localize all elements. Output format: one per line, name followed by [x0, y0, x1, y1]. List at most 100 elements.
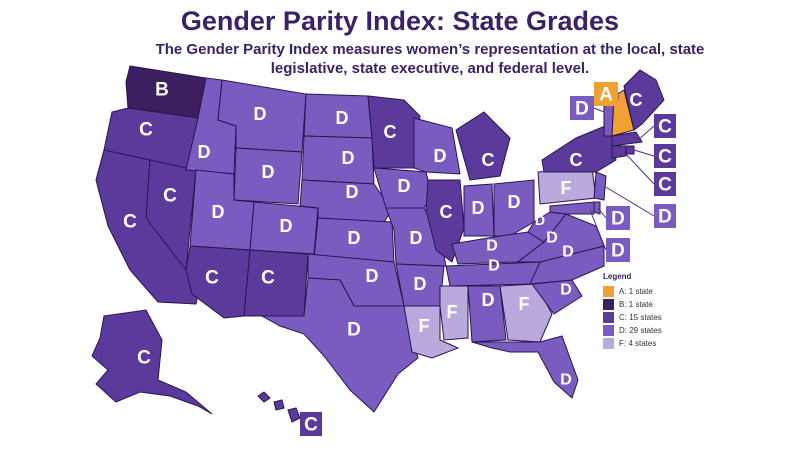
state-wyoming — [233, 147, 303, 205]
grade-label-louisiana: F — [419, 316, 430, 336]
callout-line-vermont — [593, 107, 605, 113]
label-box-massachusetts — [654, 114, 676, 138]
callout-line-new-jersey — [603, 185, 655, 217]
grade-label-south-carolina: D — [560, 282, 572, 299]
state-south-dakota — [301, 135, 375, 185]
state-alaska — [91, 309, 213, 415]
grade-label-pennsylvania: F — [561, 178, 572, 198]
label-box-maryland — [606, 238, 630, 262]
legend-label: F: 4 states — [619, 339, 657, 348]
grade-label-south-dakota: D — [342, 148, 355, 168]
grade-label-montana: D — [254, 104, 267, 124]
grade-label-texas: D — [347, 320, 361, 341]
state-new-york — [541, 123, 617, 173]
legend-item-f: F: 4 states — [603, 337, 723, 350]
callout-line-delaware — [597, 207, 607, 219]
grade-label-kentucky: D — [486, 238, 498, 255]
legend-label: C: 15 states — [619, 313, 662, 322]
state-rhode-island — [625, 145, 635, 155]
state-alabama — [467, 285, 507, 343]
map-title: Gender Parity Index: State Grades — [180, 6, 620, 36]
state-delaware — [593, 201, 601, 215]
grade-label-maryland: D — [611, 241, 625, 262]
grade-label-west-virginia: D — [535, 212, 545, 228]
grade-label-washington: B — [155, 80, 169, 101]
state-massachusetts — [611, 131, 643, 147]
legend-swatch — [603, 338, 614, 349]
label-box-rhode-island — [654, 144, 676, 168]
state-new-mexico — [243, 249, 309, 317]
state-texas — [260, 277, 419, 413]
callout-line-maryland — [589, 209, 607, 251]
grade-label-california: C — [123, 212, 137, 233]
legend-title: Legend — [603, 272, 632, 281]
grade-label-indiana: D — [472, 198, 485, 218]
label-box-hawaii — [300, 412, 322, 436]
grade-label-minnesota: C — [384, 122, 397, 142]
callout-line-rhode-island — [633, 149, 655, 157]
state-ohio — [493, 179, 535, 237]
legend-item-b: B: 1 state — [603, 298, 723, 311]
legend-swatch — [603, 286, 614, 297]
grade-label-wyoming: D — [262, 162, 275, 182]
state-maryland — [549, 201, 595, 215]
grade-label-nevada: C — [163, 186, 177, 207]
callout-line-connecticut — [623, 151, 655, 185]
label-box-new-jersey — [654, 204, 676, 228]
label-box-connecticut — [654, 172, 676, 196]
legend-item-c: C: 15 states — [603, 311, 723, 324]
grade-label-iowa: D — [398, 176, 411, 196]
grade-label-oklahoma: D — [366, 266, 379, 286]
legend-swatch — [603, 299, 614, 310]
grade-label-north-carolina: D — [562, 244, 574, 261]
grade-label-arkansas: D — [414, 274, 427, 294]
state-florida — [471, 335, 579, 399]
grade-label-wisconsin: D — [434, 146, 447, 166]
grade-label-alabama: D — [482, 290, 495, 310]
grade-label-maine: C — [630, 90, 643, 110]
grade-label-ohio: D — [508, 192, 521, 212]
legend-item-d: D: 29 states — [603, 324, 723, 337]
state-west-virginia — [527, 211, 567, 243]
grade-label-utah: D — [212, 202, 225, 222]
state-new-jersey — [593, 171, 607, 201]
grade-label-colorado: D — [280, 216, 293, 236]
state-mississippi — [439, 285, 469, 341]
grade-label-rhode-island: C — [658, 147, 672, 168]
grade-label-florida: D — [560, 372, 572, 389]
grade-label-arizona: C — [205, 268, 219, 289]
grade-label-mississippi: F — [447, 302, 458, 322]
legend-swatch — [603, 312, 614, 323]
legend-item-a: A: 1 state — [603, 285, 723, 298]
grade-label-connecticut: C — [658, 175, 672, 196]
grade-label-michigan: C — [482, 150, 495, 170]
label-box-delaware — [606, 206, 630, 230]
grade-label-new-mexico: C — [261, 268, 275, 289]
grade-label-idaho: D — [198, 142, 211, 162]
grade-label-alaska: C — [137, 348, 151, 369]
grade-label-north-dakota: D — [336, 108, 349, 128]
legend-swatch — [603, 325, 614, 336]
legend: Legend A: 1 state B: 1 state C: 15 states D… — [603, 272, 723, 350]
grade-label-new-york: C — [570, 150, 583, 170]
grade-label-tennessee: D — [488, 258, 500, 275]
grade-label-kansas: D — [348, 228, 361, 248]
legend-label: A: 1 state — [619, 287, 653, 296]
grade-label-new-jersey: D — [658, 207, 672, 228]
grade-label-oregon: C — [139, 120, 153, 141]
grade-label-georgia: F — [519, 294, 530, 314]
grade-label-missouri: D — [410, 228, 423, 248]
grade-label-new-hampshire: A — [599, 85, 613, 106]
label-box-vermont — [570, 96, 594, 120]
state-maine — [623, 69, 665, 131]
label-box-new-hampshire — [594, 82, 618, 106]
map-subtitle: The Gender Parity Index measures women’s… — [155, 41, 705, 77]
state-hawaii — [257, 391, 301, 423]
grade-label-nebraska: D — [346, 182, 359, 202]
grade-label-vermont: D — [575, 99, 589, 120]
state-illinois — [425, 179, 465, 263]
legend-label: B: 1 state — [619, 300, 653, 309]
legend-label: D: 29 states — [619, 326, 662, 335]
state-michigan — [455, 111, 511, 181]
